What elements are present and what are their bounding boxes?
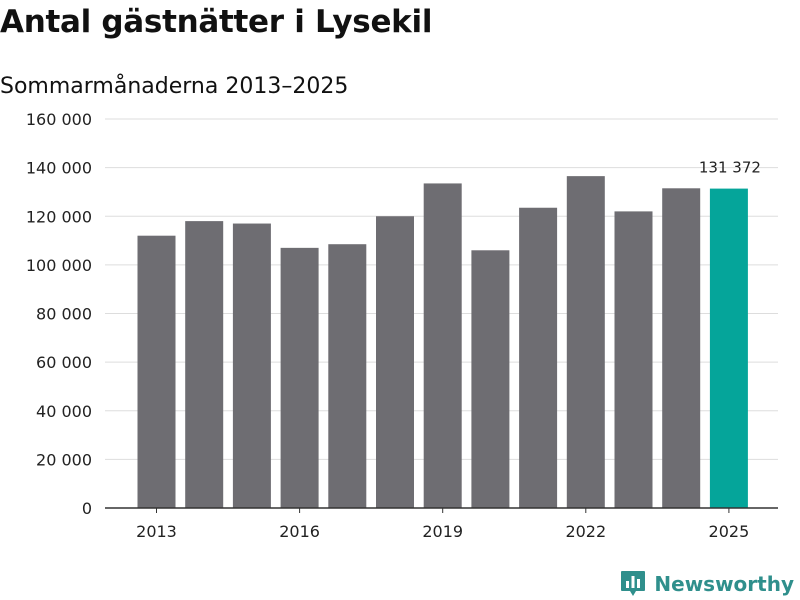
y-tick-label: 0: [82, 499, 92, 518]
bar: [662, 188, 701, 508]
brand-logo[interactable]: Newsworthy: [620, 570, 794, 598]
bar: [185, 221, 224, 509]
data-label: 131 372: [699, 159, 761, 177]
bar: [280, 247, 319, 508]
bar: [137, 235, 176, 508]
x-tick-label: 2025: [709, 522, 750, 541]
bar: [328, 244, 367, 508]
y-tick-label: 60 000: [36, 353, 92, 372]
bar: [376, 216, 414, 508]
bar: [614, 211, 653, 508]
y-tick-label: 40 000: [36, 402, 92, 421]
x-tick-label: 2019: [422, 522, 463, 541]
bar-highlight: [709, 188, 748, 509]
x-tick-label: 2022: [565, 522, 606, 541]
bar: [566, 176, 605, 508]
y-tick-label: 120 000: [26, 207, 92, 226]
bar: [471, 250, 510, 508]
y-tick-label: 140 000: [26, 159, 92, 178]
y-tick-label: 20 000: [36, 450, 92, 469]
chart-title: Antal gästnätter i Lysekil: [0, 4, 433, 40]
y-tick-label: 80 000: [36, 305, 92, 324]
bar: [423, 183, 462, 508]
chart-subtitle: Sommarmånaderna 2013–2025: [0, 74, 349, 99]
y-tick-label: 100 000: [26, 256, 92, 275]
bar-chart-bubble-icon: [621, 571, 646, 596]
y-tick-label: 160 000: [26, 110, 92, 129]
bar: [519, 207, 558, 508]
bar: [232, 223, 271, 508]
x-tick-label: 2013: [136, 522, 177, 541]
x-tick-label: 2016: [279, 522, 320, 541]
brand-name: Newsworthy: [654, 572, 794, 596]
